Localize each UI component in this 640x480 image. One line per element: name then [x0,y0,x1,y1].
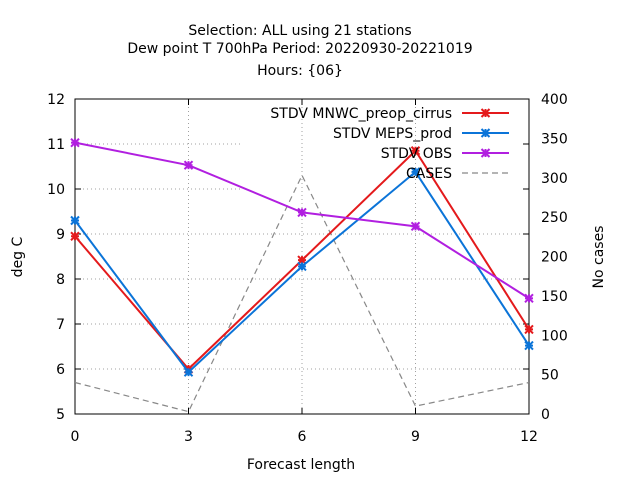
data-point [524,340,534,351]
legend-label: STDV MNWC_preop_cirrus [270,106,452,122]
y2-tick-label: 400 [541,92,568,108]
y-tick-label: 10 [47,182,65,198]
y2-axis-label: No cases [591,226,607,289]
series-line [74,174,530,413]
legend-label: STDV OBS [381,146,452,162]
y-tick-label: 5 [56,407,65,423]
x-tick-label: 12 [520,429,538,445]
y-axis-label: deg C [10,236,26,277]
y2-tick-label: 150 [541,289,568,305]
x-tick-label: 3 [184,429,193,445]
data-point [524,324,534,335]
legend-sample-marker [480,108,491,118]
y2-tick-label: 100 [541,328,568,344]
data-point [524,293,534,304]
data-point [297,207,307,218]
legend-item: STDV MNWC_preop_cirrus [270,106,509,122]
y2-tick-label: 250 [541,210,568,226]
y2-tick-label: 300 [541,171,568,187]
series-stdv-obs [70,137,534,304]
data-point [183,160,194,170]
x-tick-label: 0 [71,429,80,445]
y2-tick-label: 350 [541,131,568,147]
legend-label: STDV MEPS_prod [333,126,452,142]
x-axis-label: Forecast length [247,457,355,473]
y-tick-label: 6 [56,362,65,378]
y-tick-label: 12 [47,92,65,108]
legend-item: STDV OBS [381,146,509,162]
chart-title-line-1: Selection: ALL using 21 stations [188,23,411,39]
y2-tick-label: 50 [541,368,559,384]
data-point [70,137,80,148]
legend-item: STDV MEPS_prod [333,126,509,142]
y2-tick-label: 0 [541,407,550,423]
y-tick-label: 7 [56,317,65,333]
series-layer [70,137,534,413]
legend: STDV MNWC_preop_cirrus STDV MEPS_prod STDV… [270,106,509,182]
series-cases [74,174,530,413]
data-point [70,231,80,241]
data-point [410,146,421,156]
y-tick-label: 11 [47,137,65,153]
data-point [410,167,421,177]
series-stdv-meps-prod [70,167,534,377]
legend-label: CASES [406,166,452,182]
data-point [183,367,194,377]
chart-title-line-3: Hours: {06} [257,63,343,79]
x-tick-label: 9 [411,429,420,445]
legend-item: CASES [406,166,509,182]
chart-title-line-2: Dew point T 700hPa Period: 20220930-2022… [127,41,472,57]
series-line [74,170,530,374]
data-point [70,215,80,226]
legend-sample-marker [480,148,491,158]
y-tick-label: 8 [56,272,65,288]
y-tick-label: 9 [56,227,65,243]
y2-tick-label: 200 [541,250,568,266]
data-point [297,261,307,272]
legend-sample-marker [480,128,491,138]
data-point [410,221,421,232]
x-tick-label: 6 [298,429,307,445]
